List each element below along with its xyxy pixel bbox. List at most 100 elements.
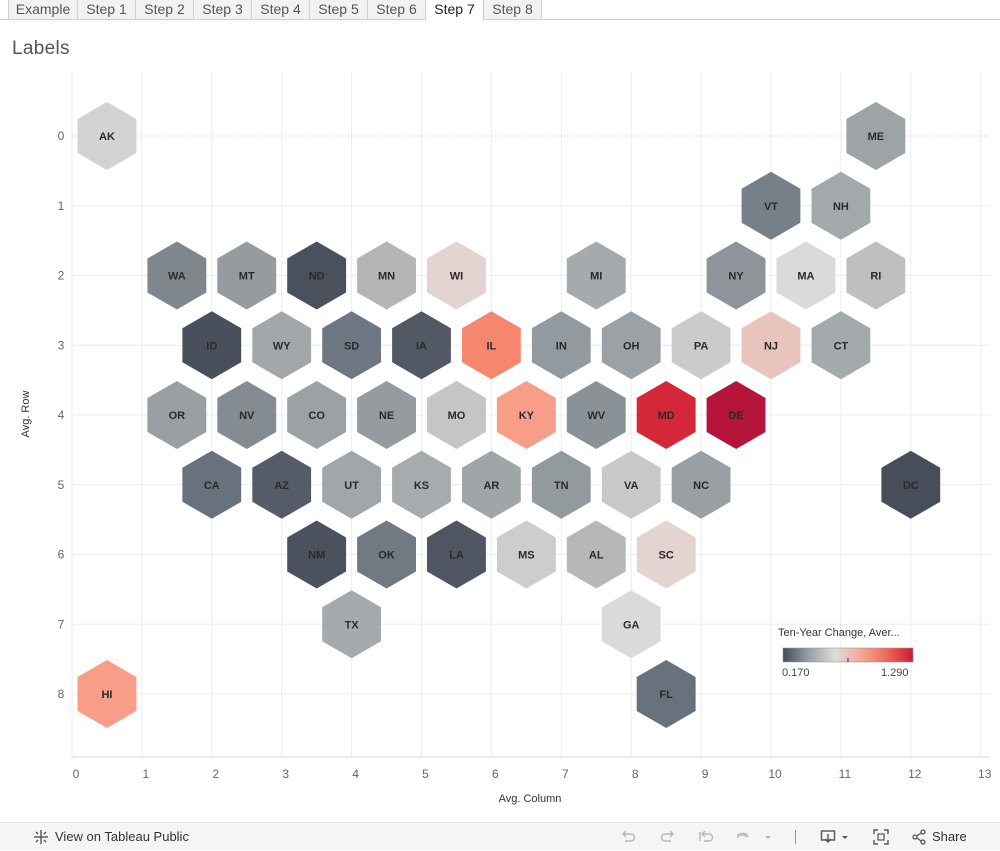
state-label: TN	[554, 480, 569, 492]
legend-title[interactable]: Ten-Year Change, Aver...	[778, 627, 900, 639]
state-label: SC	[659, 550, 674, 562]
state-hex-wv[interactable]	[566, 381, 626, 449]
state-hex-ok[interactable]	[357, 520, 416, 589]
state-hex-dc[interactable]	[881, 450, 941, 519]
state-hex-nd[interactable]	[287, 241, 347, 310]
download-dropdown-chevron-icon[interactable]	[840, 829, 850, 845]
state-hex-wa[interactable]	[147, 241, 207, 310]
state-hex-il[interactable]	[462, 311, 521, 380]
state-label: OR	[169, 410, 186, 422]
state-hex-vt[interactable]	[741, 171, 801, 240]
x-tick-label: 4	[352, 767, 359, 781]
state-label: HI	[101, 689, 112, 701]
state-hex-la[interactable]	[427, 520, 486, 589]
state-hex-ne[interactable]	[357, 381, 416, 449]
tab-step-4[interactable]: Step 4	[252, 0, 310, 20]
state-hex-ky[interactable]	[496, 381, 556, 449]
tab-step-1[interactable]: Step 1	[78, 0, 136, 20]
state-hex-wi[interactable]	[427, 241, 486, 310]
state-hex-mt[interactable]	[217, 241, 277, 310]
legend-min-label: 0.170	[782, 667, 810, 679]
tab-step-7[interactable]: Step 7	[426, 0, 484, 21]
state-hex-ga[interactable]	[601, 590, 661, 659]
tab-step-5[interactable]: Step 5	[310, 0, 368, 20]
state-label: IL	[487, 340, 497, 352]
state-hex-ct[interactable]	[811, 311, 871, 380]
state-hex-co[interactable]	[287, 381, 347, 449]
state-hex-nc[interactable]	[671, 450, 731, 519]
state-hex-ut[interactable]	[322, 450, 381, 519]
state-hex-hi[interactable]	[77, 660, 137, 728]
x-tick-label: 6	[492, 767, 499, 781]
state-hex-al[interactable]	[566, 520, 626, 589]
state-hex-mo[interactable]	[427, 381, 486, 449]
x-tick-label: 11	[839, 767, 852, 781]
state-label: WV	[587, 410, 605, 422]
state-hex-az[interactable]	[252, 450, 312, 519]
refresh-dropdown-chevron-icon[interactable]	[763, 829, 773, 845]
state-hex-ma[interactable]	[776, 241, 836, 310]
state-hex-va[interactable]	[601, 450, 661, 519]
state-label: OH	[623, 340, 640, 352]
state-label: DE	[728, 410, 743, 422]
fullscreen-icon[interactable]	[873, 829, 889, 845]
state-label: NH	[833, 201, 849, 213]
y-axis-title[interactable]: Avg. Row	[20, 391, 32, 438]
state-label: ID	[206, 340, 217, 352]
state-hex-wy[interactable]	[252, 311, 312, 380]
x-axis-title[interactable]: Avg. Column	[499, 793, 562, 805]
tab-step-6[interactable]: Step 6	[368, 0, 426, 20]
revert-icon[interactable]	[698, 829, 714, 845]
view-on-tableau-public-link[interactable]: View on Tableau Public	[55, 829, 189, 844]
state-label: ND	[309, 271, 325, 283]
state-hex-me[interactable]	[846, 102, 906, 170]
state-hex-ri[interactable]	[846, 241, 906, 310]
state-hex-pa[interactable]	[671, 311, 731, 380]
refresh-icon[interactable]	[735, 829, 751, 845]
state-hex-or[interactable]	[147, 381, 207, 449]
share-icon[interactable]	[911, 829, 927, 845]
state-hex-id[interactable]	[182, 311, 242, 380]
state-hex-ks[interactable]	[392, 450, 451, 519]
state-hex-nm[interactable]	[287, 520, 347, 589]
x-tick-label: 5	[422, 767, 429, 781]
state-hex-ca[interactable]	[182, 450, 242, 519]
state-hex-oh[interactable]	[601, 311, 661, 380]
state-hex-ms[interactable]	[496, 520, 556, 589]
state-hex-in[interactable]	[531, 311, 591, 380]
x-tick-label: 2	[212, 767, 219, 781]
undo-icon[interactable]	[620, 829, 636, 845]
tab-step-8[interactable]: Step 8	[484, 0, 542, 20]
state-hex-sd[interactable]	[322, 311, 381, 380]
state-hex-fl[interactable]	[636, 660, 696, 728]
state-label: NM	[308, 550, 325, 562]
state-label: WI	[450, 271, 463, 283]
download-icon[interactable]	[820, 829, 836, 845]
tab-step-3[interactable]: Step 3	[194, 0, 252, 20]
state-hex-md[interactable]	[636, 381, 696, 449]
state-hex-ak[interactable]	[77, 102, 137, 170]
state-hex-nv[interactable]	[217, 381, 277, 449]
state-hex-nj[interactable]	[741, 311, 801, 380]
state-label: NC	[693, 480, 709, 492]
state-hex-ar[interactable]	[462, 450, 521, 519]
state-hex-ia[interactable]	[392, 311, 451, 380]
state-hex-ny[interactable]	[706, 241, 766, 310]
state-hex-tn[interactable]	[531, 450, 591, 519]
redo-icon[interactable]	[660, 829, 676, 845]
state-label: AZ	[274, 480, 289, 492]
state-hex-de[interactable]	[706, 381, 766, 449]
state-hex-mi[interactable]	[566, 241, 626, 310]
state-label: KY	[519, 410, 535, 422]
toolbar-bottom: View on Tableau Public Share	[0, 822, 1000, 850]
state-hex-nh[interactable]	[811, 171, 871, 240]
state-hex-mn[interactable]	[357, 241, 416, 310]
state-label: ME	[868, 131, 885, 143]
share-button[interactable]: Share	[932, 829, 967, 844]
tab-example[interactable]: Example	[8, 0, 78, 20]
y-tick-label: 4	[58, 408, 65, 422]
x-tick-label: 7	[562, 767, 569, 781]
state-hex-tx[interactable]	[322, 590, 381, 659]
tab-step-2[interactable]: Step 2	[136, 0, 194, 20]
state-hex-sc[interactable]	[636, 520, 696, 589]
